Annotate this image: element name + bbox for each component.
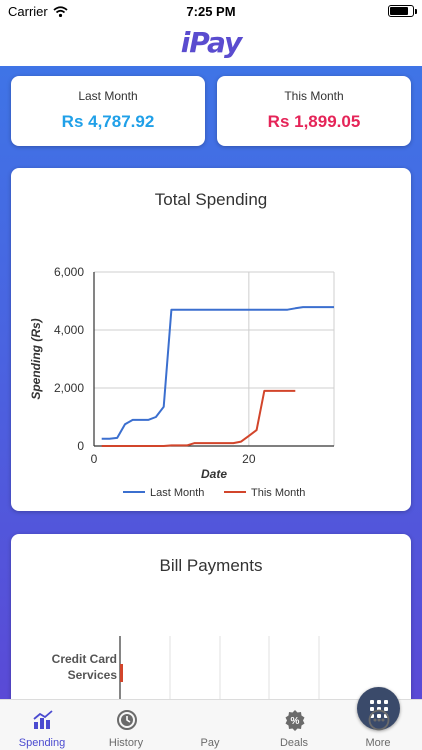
x-tick-label: 0 [91,452,98,466]
last-month-card: Last Month Rs 4,787.92 [11,76,205,146]
tab-more[interactable]: More [336,700,420,750]
tab-bar: Spending History Pay % Deals [0,687,422,750]
dashboard-content[interactable]: Last Month Rs 4,787.92 This Month Rs 1,8… [0,66,422,699]
bills-chart [119,636,320,699]
series-line [101,389,296,447]
carrier-indicator: Carrier [8,4,68,19]
bill-bar [120,664,123,682]
app-header: iPay [0,22,422,66]
this-month-card: This Month Rs 1,899.05 [217,76,411,146]
this-month-label: This Month [284,89,344,103]
clock-icon [117,710,137,730]
percent-badge-icon: % [285,710,305,731]
tab-label: More [365,737,391,749]
tab-label: History [108,737,144,749]
spending-chart: 0 2,000 4,000 6,000 0 20 Date Spending (Rs) Last… [29,265,335,499]
last-month-value: Rs 4,787.92 [61,112,155,131]
carrier-label: Carrier [8,4,48,19]
bill-category-label: Credit Card Services [51,652,117,682]
legend-label: Last Month [150,487,204,499]
clock: 7:25 PM [186,4,236,19]
pay-button[interactable] [357,687,400,730]
tab-label: Pay [200,737,220,749]
svg-text:%: % [291,716,300,727]
more-dots-icon [368,709,390,731]
x-axis-label: Date [201,467,227,481]
y-tick-label: 2,000 [54,381,84,395]
last-month-label: Last Month [78,89,138,103]
bar-chart-icon [33,710,53,729]
legend-label: This Month [251,487,305,499]
tab-label: Deals [279,737,309,749]
battery-icon [388,5,417,17]
tab-label: Spending [18,737,66,749]
tab-spending[interactable]: Spending [0,700,84,750]
app-logo: iPay [180,26,243,59]
bill-payments-card: Bill Payments Credit Card Services [11,534,411,699]
total-spending-card: Total Spending 0 2,000 4,000 6,000 0 20 Date Sp… [11,168,411,511]
tab-deals[interactable]: % Deals [252,700,336,750]
tab-history[interactable]: History [84,700,168,750]
chart-title: Total Spending [154,190,268,209]
this-month-value: Rs 1,899.05 [267,112,361,131]
series-line [101,306,334,440]
bills-title: Bill Payments [159,556,263,575]
wifi-icon [53,6,68,17]
x-tick-label: 20 [242,452,256,466]
status-bar: Carrier 7:25 PM [0,0,422,22]
y-tick-label: 6,000 [54,265,84,279]
y-tick-label: 0 [77,439,84,453]
y-axis-label: Spending (Rs) [29,318,43,399]
tab-pay[interactable]: Pay [168,687,400,750]
y-tick-label: 4,000 [54,323,84,337]
